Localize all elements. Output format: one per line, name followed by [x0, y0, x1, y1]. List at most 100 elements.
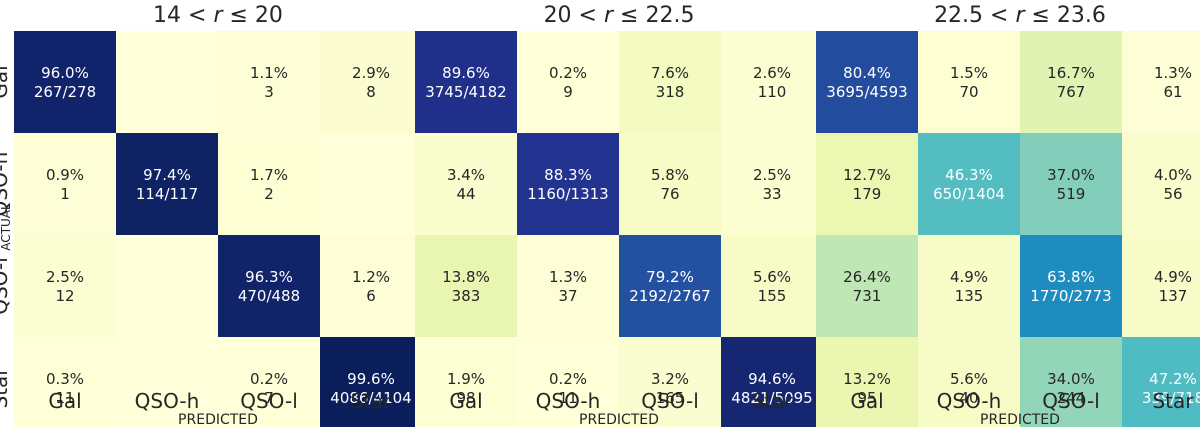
cell-QSO-h-Star	[1122, 133, 1200, 235]
cell-QSO-l-QSO-h	[116, 235, 218, 337]
cell-count-label: 98	[456, 389, 475, 407]
cell-count-label: 7	[264, 389, 274, 407]
cell-QSO-h-QSO-h	[517, 133, 619, 235]
cell-count-label: 56	[1163, 185, 1182, 203]
cell-count-label: 1	[60, 185, 70, 203]
cell-count-label: 110	[758, 83, 787, 101]
cell-QSO-l-Gal	[816, 235, 918, 337]
panel-title: 20 < r ≤ 22.5	[544, 3, 695, 28]
cell-QSO-l-Gal	[415, 235, 517, 337]
cell-Star-Star	[721, 337, 823, 427]
cell-count-label: 3695/4593	[826, 83, 907, 101]
cell-Gal-QSO-h	[918, 31, 1020, 133]
cell-Star-QSO-h	[918, 337, 1020, 427]
cell-count-label: 339/718	[1142, 389, 1200, 407]
cell-count-label: 70	[959, 83, 978, 101]
cell-count-label: 76	[660, 185, 679, 203]
x-tick-label: QSO-l	[1042, 389, 1100, 413]
cell-percent-label: 2.9%	[352, 64, 390, 82]
cell-percent-label: 37.0%	[1047, 166, 1095, 184]
x-tick-label: QSO-h	[135, 389, 200, 413]
cell-count-label: 33	[762, 185, 781, 203]
cell-percent-label: 34.0%	[1047, 370, 1095, 388]
cell-percent-label: 1.9%	[447, 370, 485, 388]
cell-percent-label: 89.6%	[442, 64, 490, 82]
cell-QSO-h-Gal	[415, 133, 517, 235]
cell-percent-label: 12.7%	[843, 166, 891, 184]
cell-percent-label: 96.3%	[245, 268, 293, 286]
cell-count-label: 8	[366, 83, 376, 101]
y-tick-label: QSO-h	[0, 152, 12, 217]
cell-QSO-h-QSO-l	[1020, 133, 1122, 235]
cell-QSO-h-Star	[721, 133, 823, 235]
cell-percent-label: 0.2%	[549, 370, 587, 388]
cell-QSO-l-Star	[1122, 235, 1200, 337]
x-tick-label: Gal	[48, 389, 81, 413]
cell-count-label: 1770/2773	[1030, 287, 1111, 305]
cell-QSO-l-QSO-l	[619, 235, 721, 337]
cell-count-label: 519	[1057, 185, 1086, 203]
cell-percent-label: 3.2%	[651, 370, 689, 388]
cell-count-label: 37	[558, 287, 577, 305]
cell-percent-label: 26.4%	[843, 268, 891, 286]
cell-percent-label: 4.9%	[950, 268, 988, 286]
cell-percent-label: 79.2%	[646, 268, 694, 286]
x-axis-label: PREDICTED	[980, 412, 1060, 427]
cell-count-label: 9	[563, 83, 573, 101]
x-axis-label: PREDICTED	[178, 412, 258, 427]
cell-Star-QSO-l	[218, 337, 320, 427]
cell-count-label: 4821/5095	[731, 389, 812, 407]
cell-Gal-Star	[1122, 31, 1200, 133]
cell-count-label: 767	[1057, 83, 1086, 101]
cell-count-label: 95	[857, 389, 876, 407]
cell-Star-Star	[1122, 337, 1200, 427]
cell-Star-QSO-l	[1020, 337, 1122, 427]
cell-percent-label: 46.3%	[945, 166, 993, 184]
cell-percent-label: 0.9%	[46, 166, 84, 184]
cell-count-label: 6	[366, 287, 376, 305]
cell-percent-label: 2.5%	[753, 166, 791, 184]
heatmap-panel-1: 96.0%267/278 1.1%3 2.9%8 0.9%1 97.4%114/117 1…	[0, 3, 422, 427]
cell-Gal-Gal	[415, 31, 517, 133]
cell-count-label: 383	[452, 287, 481, 305]
cell-percent-label: 88.3%	[544, 166, 592, 184]
cell-percent-label: 99.6%	[347, 370, 395, 388]
cell-count-label: 470/488	[238, 287, 300, 305]
panel-title: 14 < r ≤ 20	[153, 3, 283, 28]
x-tick-label: QSO-h	[937, 389, 1002, 413]
x-axis-label: PREDICTED	[579, 412, 659, 427]
cell-percent-label: 5.6%	[753, 268, 791, 286]
cell-QSO-h-QSO-h	[918, 133, 1020, 235]
cell-Star-Star	[320, 337, 422, 427]
cell-count-label: 61	[1163, 83, 1182, 101]
cell-Gal-QSO-h	[116, 31, 218, 133]
cell-QSO-l-Star	[320, 235, 422, 337]
cell-count-label: 4086/4104	[330, 389, 411, 407]
cell-percent-label: 47.2%	[1149, 370, 1197, 388]
cell-count-label: 40	[959, 389, 978, 407]
cell-count-label: 137	[1159, 287, 1188, 305]
panel-title: 22.5 < r ≤ 23.6	[934, 3, 1106, 28]
x-tick-label: Gal	[850, 389, 883, 413]
cell-count-label: 2192/2767	[629, 287, 710, 305]
cell-Gal-QSO-l	[619, 31, 721, 133]
cell-QSO-l-QSO-h	[918, 235, 1020, 337]
cell-count-label: 3	[264, 83, 274, 101]
cell-count-label: 1160/1313	[527, 185, 608, 203]
cell-QSO-l-QSO-l	[1020, 235, 1122, 337]
cell-percent-label: 13.2%	[843, 370, 891, 388]
cell-QSO-l-Star	[721, 235, 823, 337]
cell-count-label: 44	[456, 185, 475, 203]
cell-percent-label: 0.2%	[549, 64, 587, 82]
cell-count-label: 114/117	[136, 185, 198, 203]
cell-percent-label: 1.2%	[352, 268, 390, 286]
cell-percent-label: 63.8%	[1047, 268, 1095, 286]
cell-Star-Gal	[14, 337, 116, 427]
cell-Star-QSO-h	[517, 337, 619, 427]
cell-count-label: 731	[853, 287, 882, 305]
cell-count-label: 155	[758, 287, 787, 305]
cell-QSO-l-QSO-h	[517, 235, 619, 337]
cell-count-label: 244	[1057, 389, 1086, 407]
cell-Gal-Gal	[14, 31, 116, 133]
